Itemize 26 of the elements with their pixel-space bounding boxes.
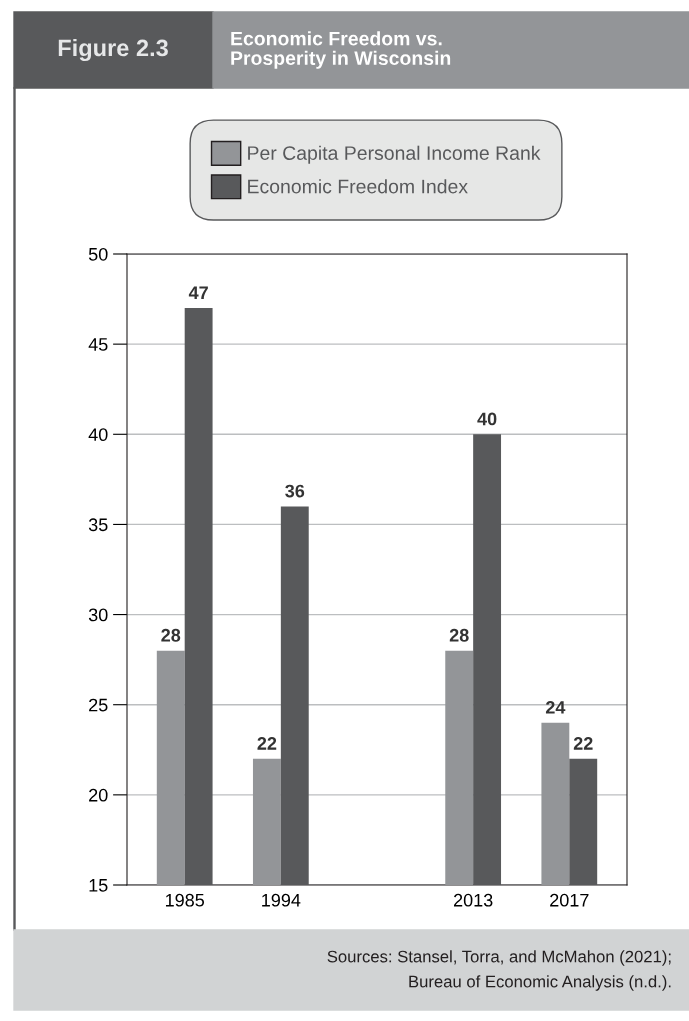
x-tick-label: 2013: [453, 893, 493, 907]
y-tick-label: 50: [88, 247, 108, 261]
y-tick-label: 40: [88, 428, 108, 442]
data-label: 28: [449, 628, 469, 642]
data-label: 36: [285, 484, 305, 498]
data-label: 28: [161, 628, 181, 642]
source-note: Sources: Stansel, Torra, and McMahon (2021);: [327, 950, 671, 966]
y-tick-label: 45: [88, 338, 108, 351]
data-label: 22: [257, 737, 277, 750]
y-tick-label: 30: [88, 608, 108, 622]
x-tick-label: 2017: [550, 893, 589, 907]
chart-subtitle: Figure 2.3: [58, 38, 168, 62]
data-label: 24: [545, 700, 566, 714]
legend-label: Per Capita Personal Income Rank: [248, 145, 541, 164]
text: Bureau of Economic Analysis (n.d.).: [409, 975, 671, 991]
data-label: 47: [188, 286, 208, 299]
y-tick-label: 15: [89, 879, 108, 892]
x-tick-label: 1985: [165, 893, 205, 907]
chart-title: Economic Freedom vs. Prosperity in Wisconsin: [231, 31, 451, 69]
y-tick-label: 25: [89, 698, 108, 712]
data-label: 40: [477, 412, 497, 426]
y-tick-label: 20: [89, 788, 108, 802]
data-label: 22: [573, 737, 593, 750]
x-tick-label: 1994: [262, 893, 301, 907]
y-tick-label: 35: [88, 518, 108, 532]
legend-label: Economic Freedom Index: [248, 179, 468, 194]
